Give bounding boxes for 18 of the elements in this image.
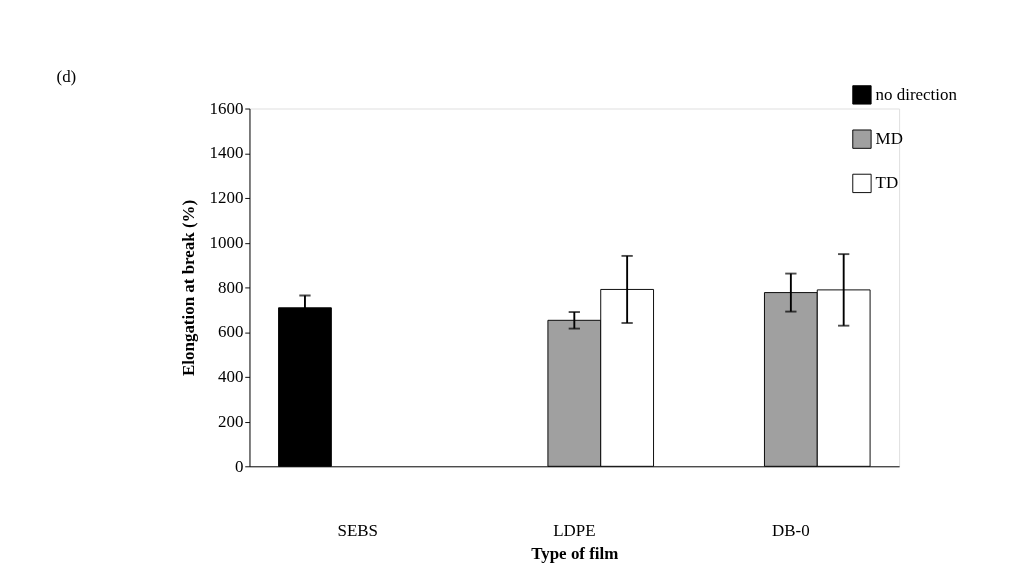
legend-label: TD — [875, 173, 899, 193]
legend-label: no direction — [875, 84, 958, 104]
x-tick-label: LDPE — [553, 521, 596, 541]
y-tick-label: 1400 — [209, 143, 244, 163]
x-axis-title: Type of film — [531, 544, 619, 564]
y-tick-label: 600 — [217, 322, 244, 342]
x-tick-label: DB-0 — [772, 521, 810, 541]
y-axis-title: Elongation at break (%) — [179, 199, 199, 376]
y-tick-label: 1000 — [209, 232, 244, 252]
x-tick-label: SEBS — [337, 521, 379, 541]
text: (d) — [56, 67, 77, 87]
y-tick-label: 200 — [217, 411, 244, 431]
y-tick-label: 0 — [234, 456, 244, 476]
y-tick-label: 1200 — [209, 188, 244, 208]
y-tick-label: 1600 — [209, 98, 244, 118]
y-tick-label: 400 — [217, 367, 244, 387]
y-tick-label: 800 — [217, 277, 244, 297]
legend-label: MD — [875, 128, 903, 148]
